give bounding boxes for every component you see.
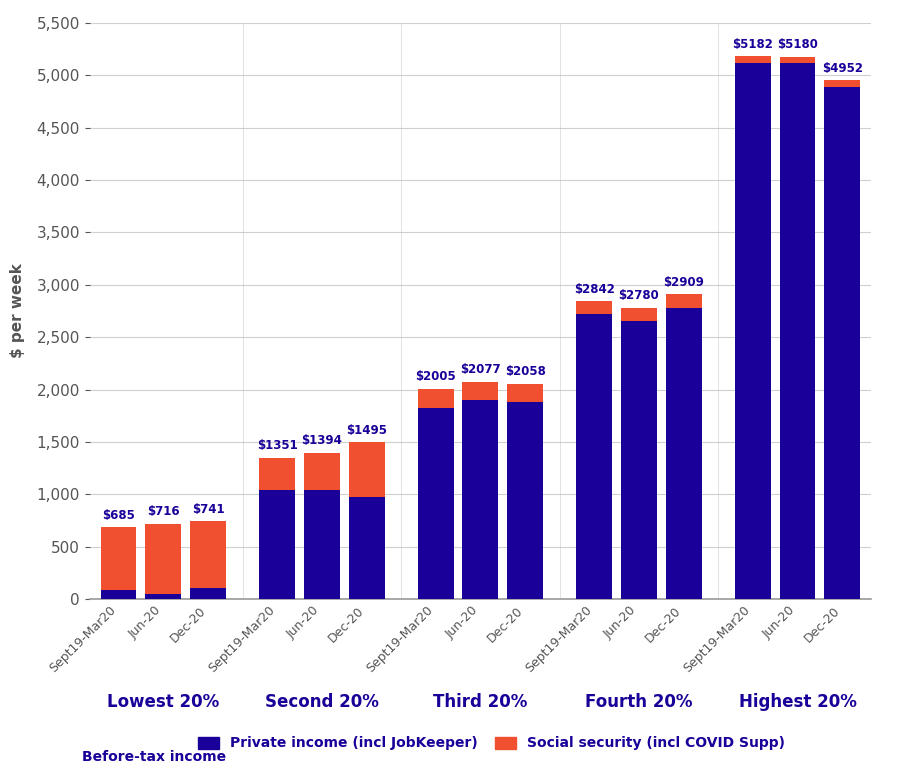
Bar (260, 458, 295, 490)
Bar (348, 497, 384, 599)
Bar (348, 442, 384, 497)
Y-axis label: $ per week: $ per week (11, 263, 25, 359)
Text: $2780: $2780 (619, 289, 659, 302)
Text: $685: $685 (102, 508, 135, 521)
Bar (621, 321, 657, 599)
Text: $2909: $2909 (664, 276, 704, 289)
Text: Lowest 20%: Lowest 20% (107, 694, 219, 711)
Text: Before-tax income: Before-tax income (82, 750, 226, 764)
Text: $716: $716 (147, 505, 180, 518)
Bar (190, 588, 226, 599)
Text: $4952: $4952 (822, 61, 863, 74)
Bar (621, 308, 657, 321)
Text: Second 20%: Second 20% (265, 694, 379, 711)
Text: $5180: $5180 (777, 38, 818, 51)
Bar (260, 490, 295, 599)
Text: Third 20%: Third 20% (433, 694, 528, 711)
Bar (462, 400, 498, 599)
Bar (304, 490, 339, 599)
Text: $1351: $1351 (257, 439, 297, 452)
Bar (666, 294, 701, 308)
Legend: Private income (incl JobKeeper), Social security (incl COVID Supp): Private income (incl JobKeeper), Social … (198, 737, 785, 750)
Bar (145, 594, 181, 599)
Bar (101, 590, 136, 599)
Bar (824, 87, 860, 599)
Bar (418, 389, 453, 409)
Bar (507, 383, 543, 402)
Bar (577, 301, 612, 314)
Bar (824, 81, 860, 87)
Bar (462, 382, 498, 400)
Text: $1495: $1495 (347, 424, 387, 437)
Bar (779, 63, 815, 599)
Bar (735, 63, 770, 599)
Text: $2005: $2005 (415, 370, 456, 383)
Bar (507, 402, 543, 599)
Bar (101, 528, 136, 590)
Text: $741: $741 (192, 503, 224, 515)
Text: $2077: $2077 (460, 362, 501, 376)
Bar (145, 524, 181, 594)
Text: Highest 20%: Highest 20% (738, 694, 857, 711)
Bar (304, 453, 339, 490)
Text: Fourth 20%: Fourth 20% (585, 694, 692, 711)
Bar (779, 57, 815, 63)
Bar (666, 308, 701, 599)
Text: $2842: $2842 (574, 283, 614, 296)
Bar (577, 314, 612, 599)
Text: $2058: $2058 (505, 365, 546, 378)
Text: $1394: $1394 (302, 434, 342, 447)
Bar (735, 56, 770, 63)
Text: $5182: $5182 (732, 38, 773, 51)
Bar (418, 409, 453, 599)
Bar (190, 521, 226, 588)
